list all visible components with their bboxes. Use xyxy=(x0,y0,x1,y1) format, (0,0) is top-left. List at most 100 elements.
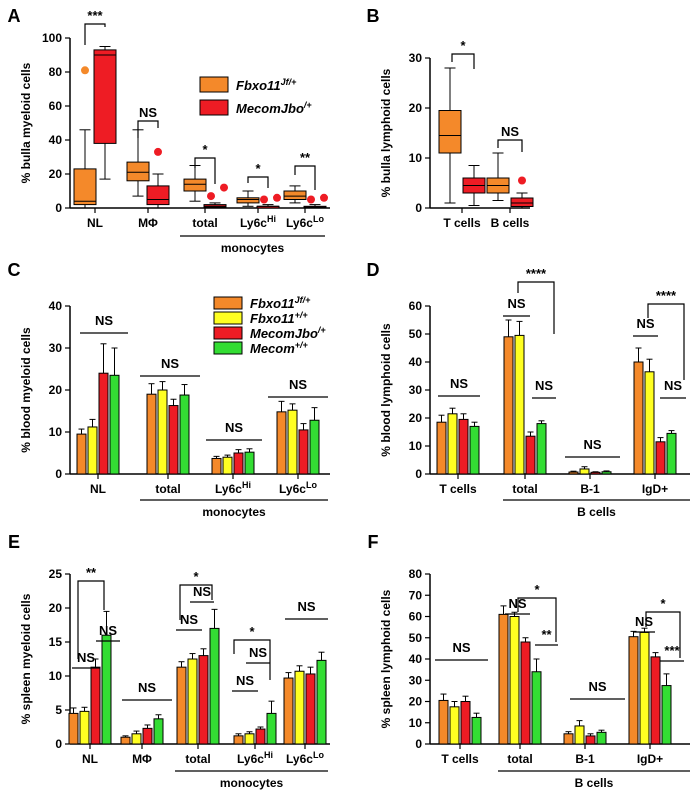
x-tick-label: total xyxy=(185,752,210,766)
bar xyxy=(568,471,579,475)
bar-1-3 xyxy=(644,358,655,475)
bar-0-3 xyxy=(276,400,287,475)
bar-0-3 xyxy=(233,733,244,745)
legend-label-part: Fbxo11 xyxy=(236,78,281,93)
bar xyxy=(520,641,531,745)
y-tick-label: 100 xyxy=(42,31,62,45)
bar xyxy=(596,731,607,745)
legend-label: MecomJbo/+ xyxy=(250,325,326,341)
legend-swatch xyxy=(199,76,229,93)
bar-3-2 xyxy=(209,608,220,745)
bar-0-1 xyxy=(498,605,509,745)
y-tick-label: 0 xyxy=(55,201,62,215)
legend-label-part: MecomJbo xyxy=(250,326,318,341)
y-tick-label: 25 xyxy=(49,567,63,581)
sig-label: * xyxy=(193,569,199,584)
sig-label: NS xyxy=(236,673,254,688)
box-body xyxy=(183,178,207,192)
y-tick-label: 30 xyxy=(409,383,423,397)
bar xyxy=(222,456,233,475)
x-tick-label: MΦ xyxy=(132,752,152,766)
y-axis-title: % bulla lymphoid cells xyxy=(379,68,393,197)
box-1-1 xyxy=(510,176,534,209)
bar-2-1 xyxy=(142,724,153,745)
bar-1-0 xyxy=(79,706,90,745)
tick-label-part: Ly6c xyxy=(286,752,313,766)
bar-3-4 xyxy=(316,651,327,745)
x-tick-label: Ly6cHi xyxy=(240,214,276,230)
bar-3-2 xyxy=(244,448,255,475)
box-body xyxy=(510,197,534,207)
bar xyxy=(509,616,520,745)
sig-label: *** xyxy=(87,8,103,23)
sig-bracket xyxy=(137,120,159,138)
bar xyxy=(639,631,650,745)
bar xyxy=(157,389,168,475)
bar-3-1 xyxy=(153,714,164,745)
y-axis-title: % bulla myeloid cells xyxy=(19,62,33,183)
bar xyxy=(244,451,255,475)
outlier-point xyxy=(260,195,268,204)
bar-2-2 xyxy=(590,471,601,475)
bar xyxy=(233,735,244,745)
outlier-point xyxy=(320,193,328,202)
legend-label: Mecom+/+ xyxy=(250,340,309,356)
bar-3-1 xyxy=(179,384,190,475)
bar-1-3 xyxy=(639,627,650,745)
y-tick-label: 15 xyxy=(49,635,63,649)
bar-3-2 xyxy=(601,470,612,475)
bar xyxy=(471,716,482,745)
bar-1-2 xyxy=(574,720,585,745)
bar xyxy=(76,433,87,475)
panel-letter: C xyxy=(8,260,21,280)
tick-label-part: Ly6c xyxy=(215,482,242,496)
bar-2-2 xyxy=(585,733,596,745)
y-tick-label: 30 xyxy=(49,341,63,355)
bar xyxy=(283,677,294,745)
bar xyxy=(153,718,164,745)
sig-label: NS xyxy=(636,316,654,331)
bar xyxy=(590,471,601,475)
box-1-0 xyxy=(462,165,486,206)
x-tick-label: B-1 xyxy=(575,752,595,766)
sig-label: NS xyxy=(507,296,525,311)
bar-3-0 xyxy=(469,421,480,475)
sig-label: NS xyxy=(225,420,243,435)
bar-2-0 xyxy=(90,658,101,745)
x-tick-label: IgD+ xyxy=(642,482,668,496)
box-0-1 xyxy=(126,129,150,197)
outlier-point xyxy=(273,193,281,202)
sig-label: * xyxy=(249,624,255,639)
box-0-2 xyxy=(183,165,207,202)
outlier-point xyxy=(207,192,215,201)
bar-2-3 xyxy=(650,652,661,745)
bar xyxy=(628,636,639,745)
bar xyxy=(109,374,120,475)
sig-bracket xyxy=(179,584,213,620)
sig-bracket xyxy=(497,139,523,152)
bar xyxy=(176,666,187,745)
y-tick-label: 30 xyxy=(409,51,423,65)
bar-1-2 xyxy=(187,653,198,745)
bar xyxy=(458,418,469,475)
bar xyxy=(244,733,255,745)
tick-label-part: Ly6c xyxy=(237,752,264,766)
y-tick-label: 80 xyxy=(49,65,63,79)
x-tick-label: Ly6cLo xyxy=(286,750,324,766)
bar xyxy=(198,655,209,745)
y-tick-label: 80 xyxy=(409,567,423,581)
y-tick-label: 10 xyxy=(49,669,63,683)
bar xyxy=(305,673,316,745)
legend-swatch xyxy=(199,99,229,116)
bar-2-0 xyxy=(458,413,469,475)
bar xyxy=(168,405,179,475)
bar xyxy=(438,699,449,745)
bar xyxy=(531,671,542,745)
bar-3-1 xyxy=(536,420,547,475)
y-tick-label: 20 xyxy=(49,167,63,181)
bar xyxy=(574,725,585,745)
x-tick-label: Ly6cHi xyxy=(237,750,273,766)
bar-3-0 xyxy=(101,610,112,745)
box-0-0 xyxy=(73,66,97,209)
